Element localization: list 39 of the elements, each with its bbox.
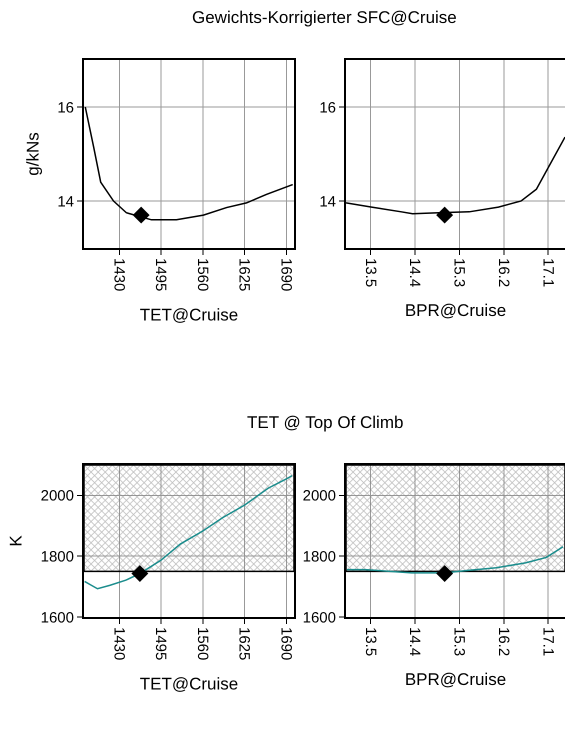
- x-tick-label: 1625: [236, 258, 253, 292]
- x-tick-label: 1430: [110, 627, 128, 660]
- x-axis-title: BPR@Cruise: [404, 301, 506, 320]
- x-tick-label: 1560: [194, 627, 211, 660]
- x-tick-label: 17.1: [539, 258, 556, 288]
- x-tick-label: 1625: [236, 627, 253, 660]
- x-tick-label: 1690: [277, 627, 294, 660]
- x-tick-label: 15.3: [450, 627, 468, 656]
- x-axis-title: TET@Cruise: [140, 305, 238, 324]
- y-tick-label: 2000: [40, 488, 74, 505]
- x-tick-label: 14.4: [406, 627, 424, 656]
- chart-title: Gewichts-Korrigierter SFC@Cruise: [192, 8, 457, 27]
- x-axis-title: BPR@Cruise: [404, 670, 506, 690]
- x-tick-label: 16.2: [494, 258, 512, 288]
- x-tick-label: 16.2: [494, 627, 512, 656]
- line-series: [84, 474, 293, 590]
- y-tick-label: 16: [319, 99, 336, 116]
- x-tick-label: 1560: [194, 258, 211, 292]
- x-tick-label: 1495: [152, 627, 170, 660]
- x-tick-label: 13.5: [362, 258, 379, 288]
- y-tick-label: 2000: [302, 488, 336, 505]
- x-axis-title: TET@Cruise: [140, 674, 238, 694]
- chart-title: TET @ Top Of Climb: [247, 413, 404, 432]
- y-axis-title: g/kNs: [23, 132, 42, 176]
- y-tick-label: 1800: [40, 548, 74, 566]
- y-tick-label: 1800: [302, 548, 336, 566]
- x-tick-label: 15.3: [450, 258, 468, 288]
- y-tick-label: 1600: [302, 609, 336, 626]
- x-tick-label: 13.5: [362, 627, 379, 656]
- x-tick-label: 1690: [277, 258, 294, 292]
- x-tick-label: 1430: [110, 258, 128, 292]
- y-tick-label: 14: [319, 193, 336, 210]
- x-tick-label: 1495: [152, 258, 170, 292]
- y-tick-label: 14: [57, 193, 74, 210]
- y-axis-title: K: [6, 534, 26, 547]
- x-tick-label: 17.1: [539, 627, 556, 656]
- x-tick-label: 14.4: [406, 258, 424, 288]
- y-tick-label: 1600: [40, 609, 74, 626]
- y-tick-label: 16: [57, 99, 74, 116]
